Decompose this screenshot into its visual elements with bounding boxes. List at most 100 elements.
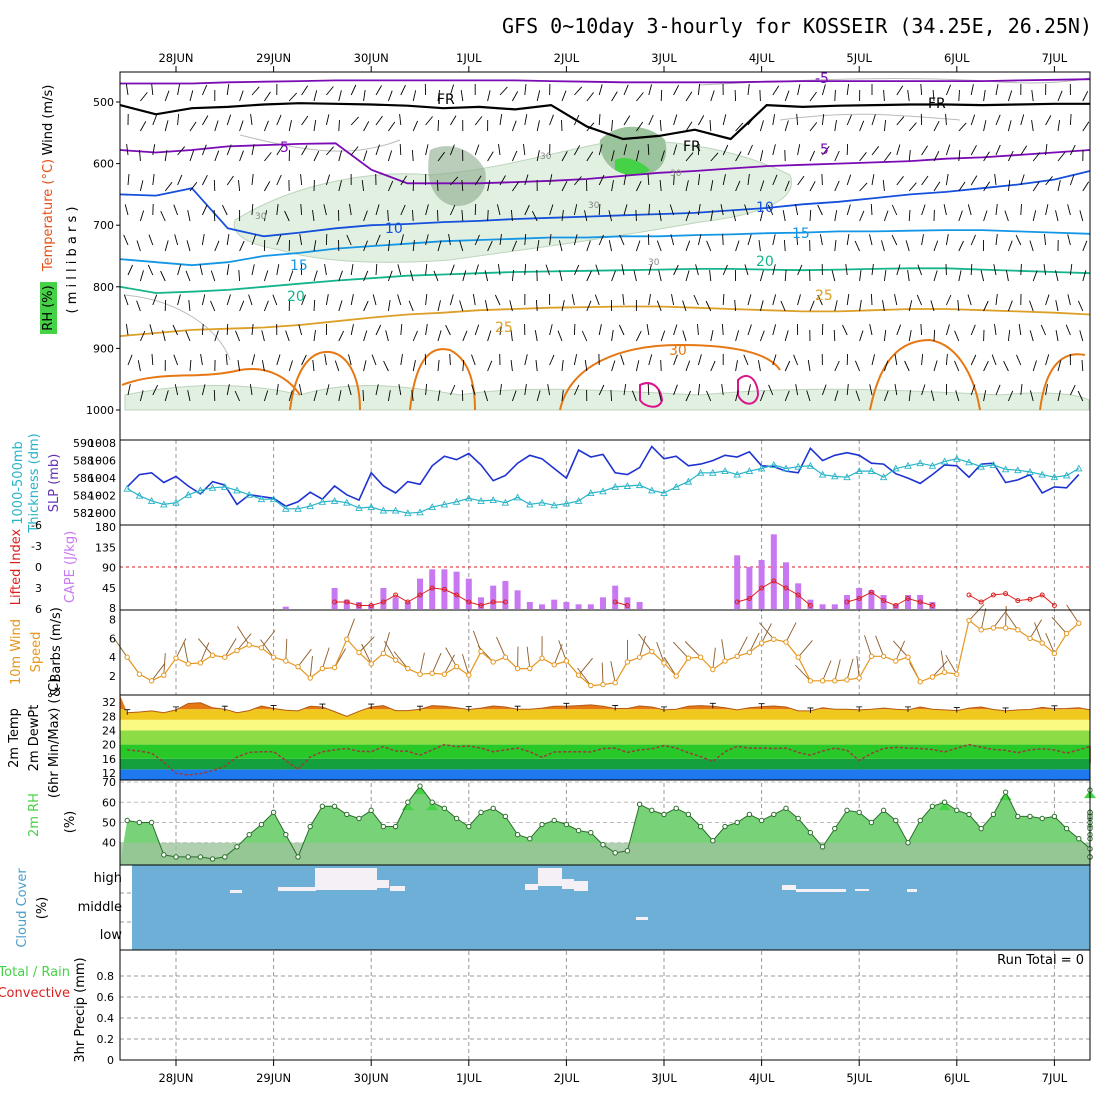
wind-barb [461,389,464,402]
wind-barb [673,173,675,186]
wind10-marker [307,675,313,681]
wind-barb [995,114,1001,126]
panel-frame [119,609,1091,696]
y-tick-temp: 16 [102,753,116,766]
wind-barb [235,330,241,342]
wind-barb [148,234,154,246]
rh2m-marker [283,831,289,838]
wind-barb [586,122,595,132]
thickness-marker [196,486,205,494]
rh2m-marker [1002,789,1009,795]
wind-barb [177,146,186,156]
thickness-marker [782,464,790,472]
wind-barb [759,210,764,222]
wind-barb [201,84,208,96]
wind-barb [806,390,811,402]
thickness-marker [611,482,619,490]
wind-barb [768,384,774,396]
rh2m-marker [258,821,265,828]
wind-barb [398,384,402,396]
wind-barb [250,114,253,126]
wind-barb [921,354,924,366]
contour-label: 15 [792,226,810,242]
y-tick-precip: 0.2 [97,1033,115,1046]
wind-barb [854,360,861,372]
wind-barb [896,324,902,336]
thickness-marker [635,481,644,489]
wind-barb [859,300,862,312]
wind-barb [759,150,764,162]
wind-barb [743,354,749,366]
y-tick-cloud: low [100,928,123,943]
thickness-marker [989,461,998,468]
rh2m-marker [185,854,191,860]
wind10-marker [234,647,240,654]
wind-barb [558,240,563,252]
wind-barb [744,264,749,276]
rh2m-marker [661,811,667,818]
cape-bar [831,604,838,609]
wind-barb [647,383,650,396]
wind-barb [772,354,777,366]
thickness-marker [538,498,546,506]
wind-barb [474,116,483,126]
wind-barb [908,122,917,132]
thickness-marker [684,477,693,485]
wind-barb [1032,152,1041,162]
y-tick-cloud: middle [78,900,122,915]
wind-barb [859,270,862,282]
wind-barb [559,270,563,282]
wind-barb [759,300,764,312]
wind10-marker [246,642,252,648]
wind-barb [595,264,600,276]
wind-barb [239,90,244,102]
wind10-marker [954,671,960,677]
wind-barb [869,324,873,336]
wind-barb [125,324,129,336]
wind-barb [172,324,179,336]
wind-barb [363,210,368,222]
thickness-marker [269,495,278,503]
ylabel-precip-convective: Convective [0,986,70,1001]
wind10-barb [1034,622,1043,644]
wind-barb [412,90,417,102]
isotherm-30 [121,368,301,396]
li-marker [807,603,813,608]
wind-barb [346,234,352,246]
wind-barb [933,120,940,132]
wind-barb [1057,120,1061,132]
wind-barb [611,330,614,342]
rh2m-marker [1015,813,1021,820]
wind-barb [930,390,935,402]
temp-minmax-bar [319,703,326,710]
wind-barb [995,84,999,96]
wind10-marker [819,678,826,684]
wind-barb [449,294,454,306]
y-tick-cape: 90 [102,562,116,575]
wind10-barb [664,657,677,677]
wind-barb [658,390,662,402]
thickness-marker [672,482,680,490]
wind-barb [722,174,726,186]
wind-barb [735,390,739,402]
wind-barb [673,144,678,156]
wind-barb [177,294,181,306]
wind-barb [784,330,789,342]
wind-barb [497,264,501,276]
wind-barb [995,204,998,216]
rh2m-marker [539,821,545,828]
wind-barb [710,330,714,342]
wind-barb [809,91,817,102]
wind-barb [1007,300,1013,312]
wind10-barb [236,633,252,651]
isotherm-30 [409,348,476,411]
slp-line [126,445,1080,508]
wind-barb [842,324,848,336]
contour-label: FR [683,139,701,155]
rh2m-marker [685,811,692,818]
wind-barb [635,330,642,342]
wind-barb [214,240,220,252]
wind-barb [846,174,852,186]
wind-barb [759,180,765,192]
isotherm-35 [737,375,760,405]
